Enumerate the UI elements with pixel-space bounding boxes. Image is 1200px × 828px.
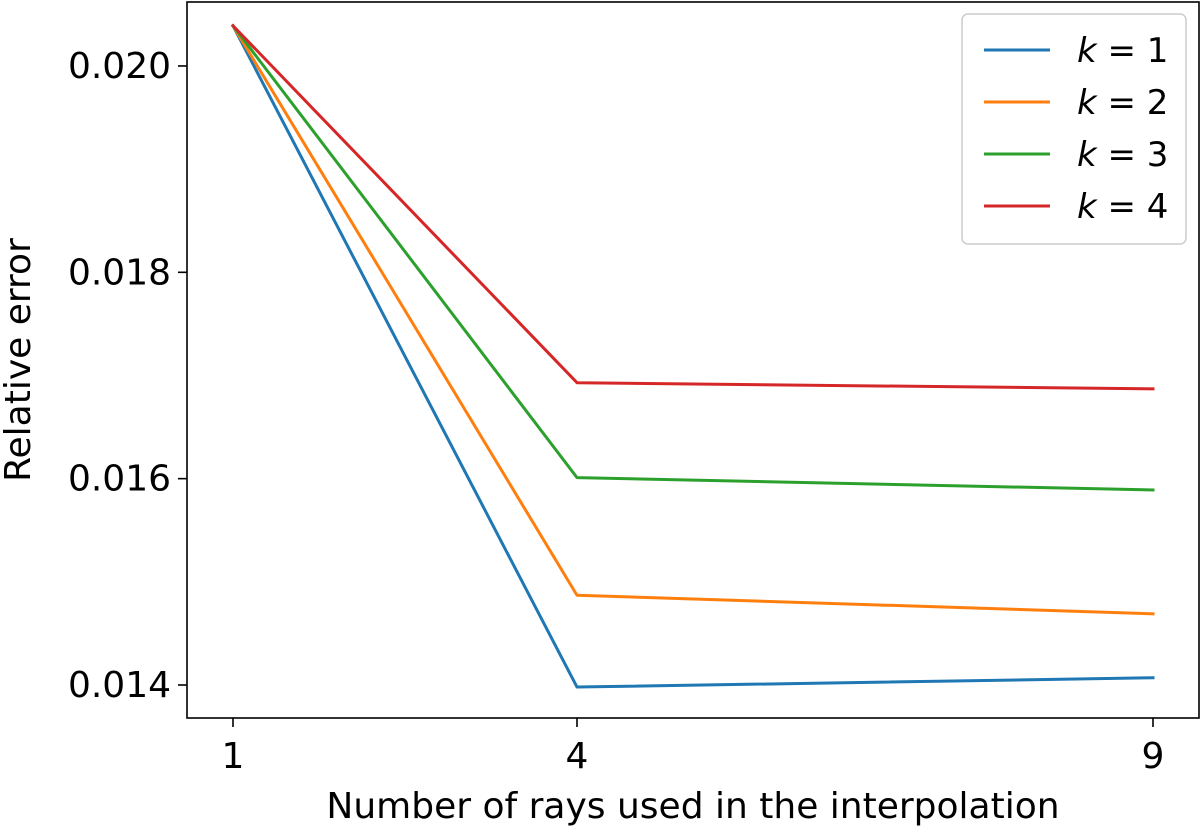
x-axis: 1 4 9: [222, 718, 1165, 777]
x-tick-label: 9: [1142, 736, 1165, 777]
x-axis-label: Number of rays used in the interpolation: [326, 786, 1059, 827]
legend: k = 1 k = 2 k = 3 k = 4: [961, 13, 1187, 245]
legend-label-k3: k = 3: [1077, 135, 1168, 175]
legend-label-k2: k = 2: [1077, 83, 1168, 123]
y-axis: 0.014 0.016 0.018 0.020: [68, 46, 187, 706]
series-line-k4: [230, 23, 1155, 391]
y-tick-label: 0.020: [68, 46, 171, 87]
legend-items: k = 1 k = 2 k = 3 k = 4: [984, 31, 1168, 227]
y-tick-label: 0.018: [68, 252, 171, 293]
series-line-k3: [230, 23, 1155, 492]
y-tick-label: 0.014: [68, 665, 171, 706]
x-tick-label: 1: [222, 736, 245, 777]
series-layer: [230, 23, 1155, 689]
series-line-k1: [230, 23, 1155, 689]
legend-box: [961, 13, 1187, 245]
y-tick-label: 0.016: [68, 459, 171, 500]
x-tick-label: 4: [566, 736, 589, 777]
series-line-k2: [230, 23, 1155, 616]
legend-label-k4: k = 4: [1077, 187, 1168, 227]
y-axis-label: Relative error: [0, 238, 39, 482]
legend-label-k1: k = 1: [1077, 31, 1168, 71]
